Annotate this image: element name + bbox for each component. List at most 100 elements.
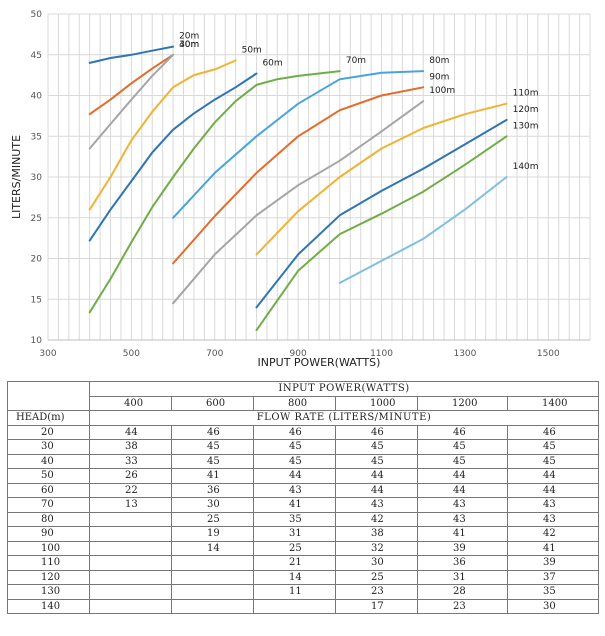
flow-value-cell: 22 [89, 482, 172, 498]
flow-value-cell: 26 [89, 468, 172, 484]
head-value-cell: 40 [7, 453, 90, 469]
flow-value-cell: 30 [171, 497, 254, 513]
flow-value-cell: 31 [417, 569, 508, 585]
flow-value-cell: 25 [171, 511, 254, 527]
series-line-110m [255, 102, 508, 256]
flow-value-cell: 43 [417, 497, 508, 513]
flow-value-cell: 41 [506, 540, 600, 556]
flow-value-cell: 38 [335, 526, 418, 542]
x-tick-label: 1500 [537, 349, 560, 359]
table-row: 110 21 30 36 39 [7, 555, 600, 571]
y-tick-label: 10 [31, 336, 43, 346]
x-tick-label: 1300 [453, 349, 476, 359]
flow-value-cell: 45 [171, 439, 254, 455]
flow-value-cell: 46 [335, 424, 418, 440]
table-corner-cell [7, 381, 90, 411]
flow-value-cell: 36 [417, 555, 508, 571]
x-axis-title: INPUT POWER(WATTS) [258, 356, 381, 369]
flow-value-cell [89, 598, 172, 614]
table-row: 140 17 23 30 [7, 598, 600, 614]
x-tick-label: 1100 [370, 349, 393, 359]
series-label-140m: 140m [513, 162, 539, 172]
flow-value-cell: 44 [89, 424, 172, 440]
series-line-50m [88, 59, 237, 211]
flow-value-cell: 28 [417, 584, 508, 600]
table-row: 90 19 31 38 41 42 [7, 526, 600, 542]
flow-rate-chart: 10 15 20 25 30 35 40 45 50 300 500 700 900 1100 1300 15… [10, 10, 591, 369]
y-tick-label: 15 [31, 295, 42, 305]
flow-value-cell: 43 [506, 511, 600, 527]
table-row: 100 14 25 32 39 41 [7, 540, 600, 556]
flow-value-cell: 23 [417, 598, 508, 614]
flow-value-cell: 35 [253, 511, 336, 527]
series-label-80m: 80m [429, 56, 449, 66]
head-value-cell: 120 [7, 569, 90, 585]
head-value-cell: 140 [7, 598, 90, 614]
flow-value-cell: 41 [171, 468, 254, 484]
flow-value-cell: 45 [417, 439, 508, 455]
flow-value-cell: 33 [89, 453, 172, 469]
series-label-70m: 70m [346, 56, 366, 66]
series-line-140m [338, 176, 508, 284]
table-body: 20 44 46 46 46 46 46 30 38 45 45 45 45 45 40 33 45 45 45 45… [7, 424, 600, 614]
series-label-130m: 130m [513, 121, 539, 131]
head-value-cell: 100 [7, 540, 90, 556]
flow-rate-table: INPUT POWER(WATTS) 400 600 800 1000 1200 1400… [7, 381, 600, 614]
head-value-cell: 80 [7, 511, 90, 527]
flow-value-cell [89, 569, 172, 585]
series-label-110m: 110m [513, 89, 539, 99]
flow-rate-header: FLOW RATE (LITERS/MINUTE) [88, 410, 600, 426]
flow-value-cell: 21 [253, 555, 336, 571]
head-header: HEAD(m) [7, 410, 90, 426]
series-label-100m: 100m [429, 86, 455, 96]
flow-value-cell: 30 [506, 598, 600, 614]
flow-value-cell [171, 598, 254, 614]
series-line-80m [172, 70, 425, 219]
series-label-120m: 120m [513, 105, 539, 115]
flow-value-cell: 17 [335, 598, 418, 614]
series-line-30m [88, 53, 175, 116]
table-row: 50 26 41 44 44 44 44 [7, 468, 600, 484]
head-value-cell: 90 [7, 526, 90, 542]
flow-value-cell: 45 [335, 439, 418, 455]
series-label-90m: 90m [429, 72, 449, 82]
table-row: 40 33 45 45 45 45 45 [7, 453, 600, 469]
flow-value-cell: 30 [335, 555, 418, 571]
flow-value-cell: 39 [506, 555, 600, 571]
flow-value-cell: 43 [253, 482, 336, 498]
flow-value-cell: 42 [506, 526, 600, 542]
power-column-header: 1200 [417, 395, 508, 411]
y-tick-label: 50 [31, 10, 43, 20]
flow-value-cell: 25 [335, 569, 418, 585]
flow-value-cell: 36 [171, 482, 254, 498]
flow-value-cell: 45 [335, 453, 418, 469]
series-line-20m [88, 45, 175, 64]
flow-value-cell [171, 555, 254, 571]
flow-value-cell: 45 [171, 453, 254, 469]
y-axis-title: LITERS/MINUTE [10, 135, 23, 219]
y-tick-label: 30 [31, 173, 43, 183]
flow-value-cell: 44 [506, 482, 600, 498]
flow-value-cell: 43 [417, 511, 508, 527]
power-column-header: 1400 [506, 395, 600, 411]
flow-value-cell: 46 [417, 424, 508, 440]
series-line-60m [88, 72, 258, 242]
power-column-header: 400 [89, 395, 172, 411]
flow-rate-table-container: INPUT POWER(WATTS) 400 600 800 1000 1200 1400… [7, 381, 600, 614]
table-row: 20 44 46 46 46 46 46 [7, 424, 600, 440]
flow-value-cell: 45 [253, 453, 336, 469]
flow-value-cell: 46 [253, 424, 336, 440]
flow-value-cell: 32 [335, 540, 418, 556]
table-header-row-1: INPUT POWER(WATTS) [7, 381, 600, 411]
flow-value-cell: 46 [506, 424, 600, 440]
power-column-header: 800 [253, 395, 336, 411]
flow-value-cell: 42 [335, 511, 418, 527]
head-value-cell: 70 [7, 497, 90, 513]
series-line-40m [88, 53, 175, 150]
series-line-70m [88, 70, 341, 314]
flow-value-cell: 44 [335, 468, 418, 484]
y-tick-label: 45 [31, 51, 42, 61]
flow-value-cell: 43 [335, 497, 418, 513]
table-row: 80 25 35 42 43 43 [7, 511, 600, 527]
flow-value-cell: 44 [335, 482, 418, 498]
